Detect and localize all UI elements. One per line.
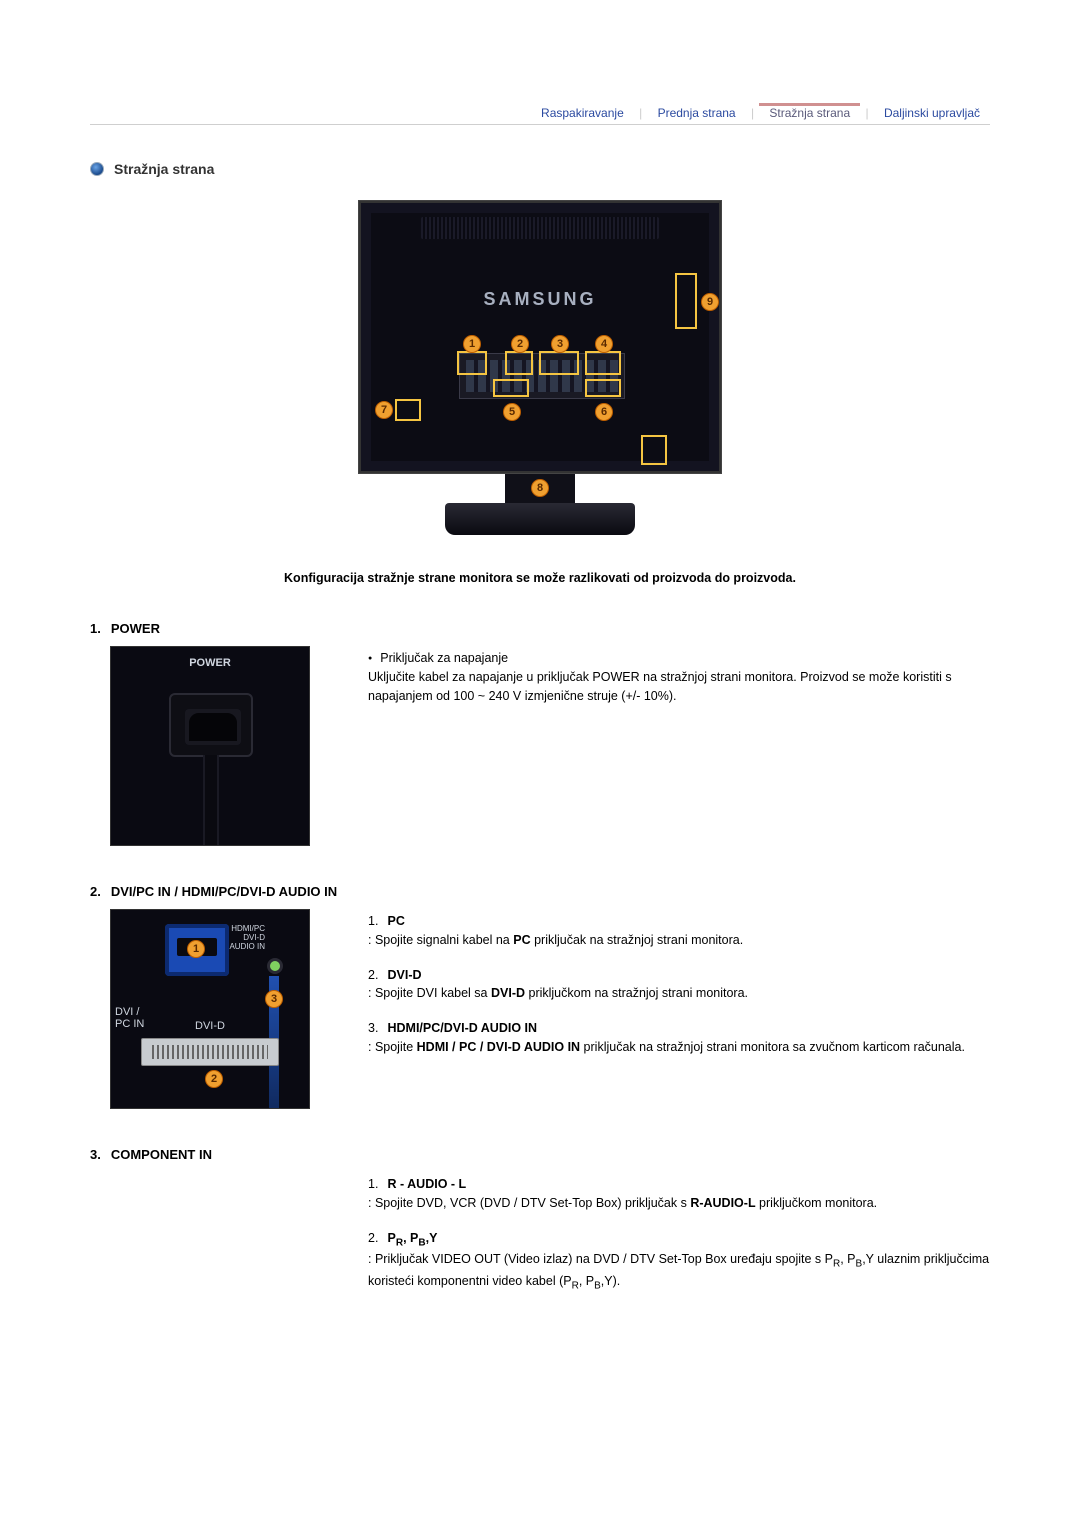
thumb-power-label: POWER (111, 657, 309, 669)
marker-5: 5 (503, 403, 521, 421)
thumb-marker-1: 1 (187, 940, 205, 958)
item-num: 2. (90, 884, 101, 899)
entry-num: 2. (368, 1229, 384, 1248)
entry-title: DVI-D (387, 968, 421, 982)
item-title: COMPONENT IN (111, 1147, 212, 1162)
item-title: DVI/PC IN / HDMI/PC/DVI-D AUDIO IN (111, 884, 337, 899)
marker-1: 1 (463, 335, 481, 353)
rear-figure: SAMSUNG 1 2 3 4 5 6 7 9 8 (90, 201, 990, 553)
marker-9: 9 (701, 293, 719, 311)
item-dvi: 2. DVI/PC IN / HDMI/PC/DVI-D AUDIO IN DV… (90, 884, 990, 1109)
section-title: Stražnja strana (114, 161, 214, 177)
highlight-7 (395, 399, 421, 421)
item-num: 1. (90, 621, 101, 636)
top-tabs: Raspakiravanje | Prednja strana | Stražn… (90, 100, 990, 125)
thumb-marker-2: 2 (205, 1070, 223, 1088)
marker-8: 8 (531, 479, 549, 497)
figure-caption: Konfiguracija stražnje strane monitora s… (90, 571, 990, 585)
tab-separator: | (637, 106, 644, 120)
item-title: POWER (111, 621, 160, 636)
marker-3: 3 (551, 335, 569, 353)
entry-body: : Spojite DVD, VCR (DVD / DTV Set-Top Bo… (368, 1196, 877, 1210)
brand-logo: SAMSUNG (361, 289, 719, 310)
tab-daljinski[interactable]: Daljinski upravljač (874, 106, 990, 120)
entry-body: : Spojite signalni kabel na PC priključa… (368, 933, 743, 947)
entry-num: 1. (368, 1175, 384, 1194)
marker-4: 4 (595, 335, 613, 353)
power-cord-icon (203, 755, 219, 845)
entry-body: : Priključak VIDEO OUT (Video izlaz) na … (368, 1252, 989, 1288)
entry-title: PR, PB,Y (387, 1231, 437, 1245)
marker-2: 2 (511, 335, 529, 353)
tab-raspakiravanje[interactable]: Raspakiravanje (531, 106, 634, 120)
thumb-label-right: HDMI/PC DVI-D AUDIO IN (229, 924, 265, 951)
monitor-illustration: SAMSUNG 1 2 3 4 5 6 7 9 8 (359, 201, 721, 553)
item-component: 3. COMPONENT IN 1. R - AUDIO - L : Spoji… (90, 1147, 990, 1309)
tab-straznja-strana[interactable]: Stražnja strana (759, 103, 860, 120)
entry-num: 1. (368, 912, 384, 931)
entry-body: Uključite kabel za napajanje u priključa… (368, 670, 952, 703)
vent-grille (421, 217, 659, 239)
item-num: 3. (90, 1147, 101, 1162)
port-panel (459, 353, 625, 399)
entry-title: HDMI/PC/DVI-D AUDIO IN (387, 1021, 537, 1035)
thumb-dvi: DVI / PC IN DVI-D HDMI/PC DVI-D AUDIO IN… (110, 909, 310, 1109)
thumb-marker-3: 3 (265, 990, 283, 1008)
dvi-slot-icon (141, 1038, 279, 1066)
highlight-8 (641, 435, 667, 465)
entry-num: 2. (368, 966, 384, 985)
entry-title: PC (387, 914, 404, 928)
tab-separator: | (749, 106, 756, 120)
iec-socket-icon (169, 693, 253, 757)
tab-separator: | (863, 106, 870, 120)
item-power: 1. POWER POWER Priključak za napajanje U… (90, 621, 990, 846)
entry-title: Priključak za napajanje (368, 651, 508, 665)
bullet-icon (90, 162, 104, 176)
entry-title: R - AUDIO - L (387, 1177, 466, 1191)
marker-6: 6 (595, 403, 613, 421)
audio-jack-icon (267, 958, 283, 974)
thumb-power: POWER (110, 646, 310, 846)
thumb-label-center: DVI-D (111, 1020, 309, 1032)
marker-7: 7 (375, 401, 393, 419)
entry-num: 3. (368, 1019, 384, 1038)
entry-body: : Spojite DVI kabel sa DVI-D priključkom… (368, 986, 748, 1000)
section-header: Stražnja strana (90, 161, 990, 177)
tab-prednja-strana[interactable]: Prednja strana (648, 106, 746, 120)
entry-body: : Spojite HDMI / PC / DVI-D AUDIO IN pri… (368, 1040, 965, 1054)
monitor-base (445, 503, 635, 535)
